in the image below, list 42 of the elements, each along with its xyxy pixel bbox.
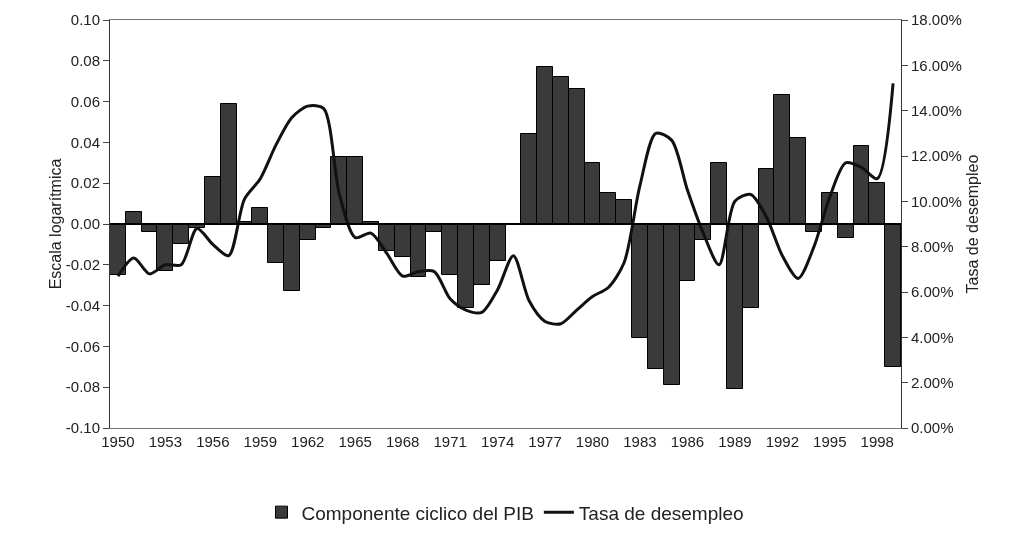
- x-tick-label: 1971: [433, 433, 467, 450]
- x-tick-label: 1974: [480, 433, 515, 450]
- y2-tick-label: 0.00%: [911, 419, 954, 437]
- x-tick-label: 1950: [101, 433, 135, 450]
- x-tick-label: 1989: [718, 433, 752, 450]
- y-tick-label: 0.04: [70, 133, 100, 151]
- y2-tick-label: 10.00%: [911, 192, 962, 210]
- y2-tick-label: 14.00%: [911, 101, 962, 119]
- y-tick-label: 0.00: [70, 215, 100, 233]
- x-tick-label: 1968: [385, 433, 420, 450]
- y2-axis-title: Tasa de desempleo: [963, 154, 981, 294]
- y2-tick-label: 4.00%: [911, 328, 954, 346]
- y2-tick-label: 18.00%: [911, 11, 962, 29]
- x-tick-label: 1983: [623, 433, 657, 450]
- x-tick-label: 1986: [670, 433, 705, 450]
- y-tick-label: -0.08: [65, 378, 100, 396]
- legend-label: Componente ciclico del PIB: [301, 502, 534, 524]
- x-tick-label: 1995: [813, 433, 847, 450]
- y-tick-label: -0.02: [65, 256, 100, 274]
- y2-tick-label: 12.00%: [911, 147, 962, 165]
- x-tick-label: 1998: [860, 433, 894, 450]
- y-axis-title: Escala logarítmica: [46, 158, 64, 290]
- y-tick-label: 0.08: [70, 52, 100, 70]
- x-tick-label: 1977: [528, 433, 562, 450]
- y-tick-label: 0.02: [70, 174, 100, 192]
- x-tick-label: 1959: [243, 433, 277, 450]
- x-tick-label: 1992: [765, 433, 800, 450]
- y-tick-label: -0.10: [65, 419, 100, 437]
- y2-tick-label: 16.00%: [911, 56, 962, 74]
- y-tick-label: 0.06: [70, 92, 100, 110]
- x-tick-label: 1953: [148, 433, 183, 450]
- legend-label: Tasa de desempleo: [578, 502, 744, 524]
- y-tick-label: 0.10: [70, 11, 100, 29]
- y2-tick-label: 6.00%: [911, 283, 954, 301]
- x-tick-label: 1962: [291, 433, 325, 450]
- y-tick-label: -0.06: [65, 337, 100, 355]
- x-tick-label: 1965: [338, 433, 372, 450]
- y2-tick-label: 2.00%: [911, 373, 954, 391]
- y2-tick-label: 8.00%: [911, 237, 954, 255]
- x-tick-label: 1956: [196, 433, 230, 450]
- x-tick-label: 1980: [575, 433, 610, 450]
- y-tick-label: -0.04: [65, 296, 100, 314]
